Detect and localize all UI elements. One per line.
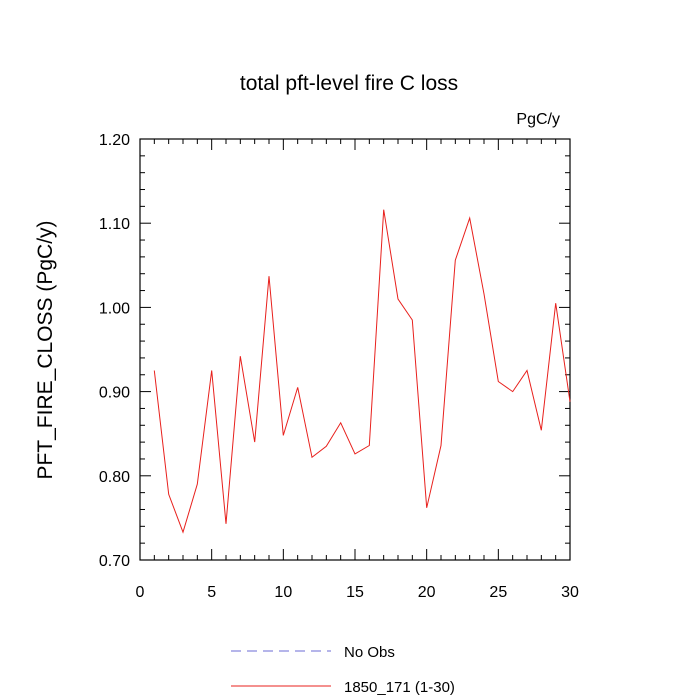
legend-label-run: 1850_171 (1-30) <box>344 679 455 696</box>
series-line <box>153 209 571 534</box>
x-tick-label: 30 <box>561 584 579 601</box>
plot-frame <box>139 138 571 561</box>
y-tick-label: 0.70 <box>99 553 130 570</box>
x-tick-label: 15 <box>346 584 364 601</box>
x-tick-label: 0 <box>136 584 145 601</box>
y-tick-label: 0.80 <box>99 469 130 486</box>
units-label: PgC/y <box>516 111 560 128</box>
y-tick-label: 0.90 <box>99 385 130 402</box>
x-tick-label: 5 <box>207 584 216 601</box>
y-tick-label: 1.20 <box>99 132 130 149</box>
chart-title: total pft-level fire C loss <box>240 72 458 95</box>
x-tick-label: 25 <box>489 584 507 601</box>
y-axis-label: PFT_FIRE_CLOSS (PgC/y) <box>34 220 57 479</box>
x-tick-label: 20 <box>418 584 436 601</box>
legend-label-no-obs: No Obs <box>344 644 395 661</box>
y-tick-label: 1.10 <box>99 216 130 233</box>
x-tick-label: 10 <box>274 584 292 601</box>
legend: No Obs 1850_171 (1-30) <box>231 644 455 696</box>
y-tick-label: 1.00 <box>99 300 130 317</box>
plot-area: 0 5 10 15 20 25 30 0.70 0.80 0.90 1.00 1.10 1.20 <box>99 132 579 601</box>
